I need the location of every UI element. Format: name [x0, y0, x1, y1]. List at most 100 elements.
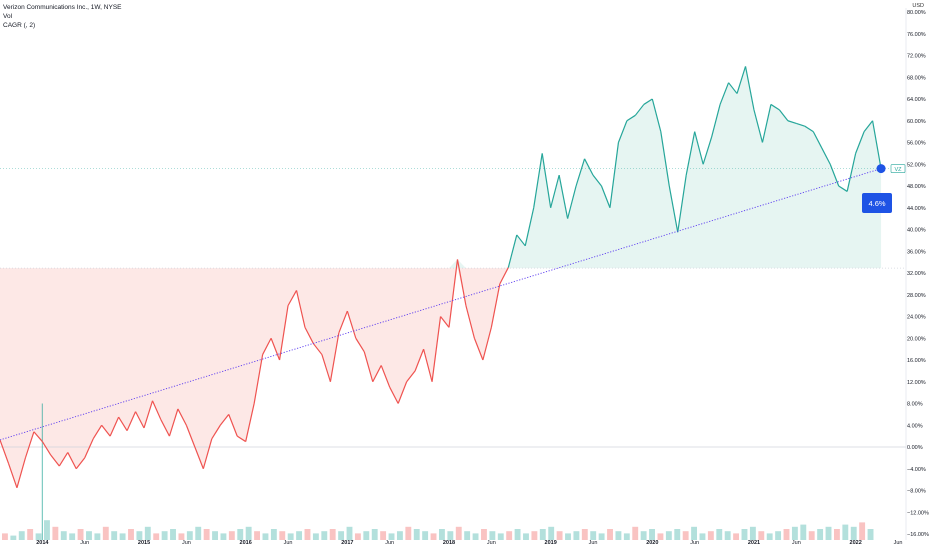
price-line-segment	[84, 438, 94, 459]
price-line-segment	[211, 424, 221, 440]
volume-bar	[111, 531, 118, 540]
volume-bar	[716, 529, 723, 540]
price-line-segment	[168, 408, 179, 437]
volume-bar	[783, 529, 790, 540]
price-line-segment	[719, 82, 730, 105]
price-line-segment	[177, 408, 187, 426]
volume-legend[interactable]: Vol	[3, 13, 13, 20]
price-line-segment	[796, 122, 805, 127]
volume-bar	[472, 533, 479, 540]
price-line-segment	[7, 463, 18, 488]
price-line-segment	[863, 120, 874, 132]
volume-bar	[296, 531, 303, 540]
price-line-segment	[160, 419, 170, 437]
price-line-segment	[677, 175, 687, 233]
volume-bar	[413, 529, 420, 540]
price-line-segment	[16, 457, 26, 488]
price-line-segment	[253, 354, 264, 404]
price-line-segment	[668, 185, 679, 233]
volume-bars	[2, 403, 874, 540]
volume-bar	[422, 531, 429, 540]
price-line-segment	[380, 365, 391, 388]
volume-bar	[430, 533, 437, 540]
price-line-segment	[228, 414, 238, 437]
price-line-segment	[423, 348, 433, 382]
volume-bar	[859, 522, 866, 540]
volume-bar	[674, 529, 681, 540]
volume-bar	[354, 533, 361, 540]
volume-bar	[396, 531, 403, 540]
price-line-segment	[109, 416, 120, 437]
price-line-segment	[787, 120, 797, 125]
positive-area-fill	[0, 66, 882, 269]
price-line-segment	[219, 414, 230, 426]
price-line-segment	[0, 439, 10, 464]
volume-bar	[665, 531, 672, 540]
y-tick-label: −4.00%	[907, 467, 926, 473]
y-tick-label: 48.00%	[907, 184, 926, 190]
cagr-badge[interactable]	[862, 193, 892, 213]
y-tick-label: 20.00%	[907, 336, 926, 342]
volume-bar	[817, 529, 824, 540]
volume-bar	[153, 533, 160, 540]
price-line-segment	[702, 136, 713, 165]
volume-bar	[615, 531, 622, 540]
volume-bar	[455, 526, 462, 540]
price-line-segment	[355, 337, 365, 353]
y-tick-label: 56.00%	[907, 141, 926, 147]
volume-bar	[632, 526, 639, 540]
x-tick-label: 2019	[545, 540, 557, 546]
price-line-segment	[372, 365, 382, 383]
volume-bar	[825, 526, 832, 540]
cagr-end-marker[interactable]	[876, 164, 886, 174]
volume-bar	[573, 531, 580, 540]
volume-bar	[254, 531, 260, 540]
price-line-segment	[448, 259, 459, 328]
volume-bar	[279, 531, 286, 540]
ticker-badge	[890, 164, 906, 173]
x-tick-label: 2015	[138, 540, 150, 546]
price-line-segment	[329, 332, 340, 382]
volume-bar	[531, 531, 538, 540]
price-line-segment	[694, 131, 704, 165]
volume-bar	[262, 533, 269, 540]
y-tick-label: −16.00%	[907, 532, 929, 538]
y-tick-label: 68.00%	[907, 75, 926, 81]
y-tick-label: −12.00%	[907, 510, 929, 516]
volume-bar	[640, 531, 647, 540]
y-tick-label: 32.00%	[907, 271, 926, 277]
price-line-segment	[431, 316, 442, 382]
volume-bar	[329, 529, 336, 540]
price-line-segment	[346, 310, 357, 339]
price-line-segment	[151, 400, 162, 421]
price-line-segment	[440, 316, 450, 328]
price-line-segment	[465, 305, 475, 339]
volume-bar	[52, 526, 59, 540]
price-line-segment	[126, 411, 137, 431]
volume-bar	[842, 524, 849, 540]
y-tick-label: 76.00%	[907, 32, 926, 38]
price-line-segment	[245, 403, 255, 442]
volume-bar	[94, 533, 101, 540]
volume-bar	[707, 531, 714, 540]
volume-bar	[598, 533, 605, 540]
price-line-segment	[135, 411, 145, 429]
x-tick-label: Jun	[182, 540, 191, 546]
price-line-segment	[626, 114, 636, 122]
price-line-segment	[101, 424, 111, 437]
volume-bar	[867, 529, 874, 540]
price-line-segment	[33, 431, 43, 442]
price-line-segment	[58, 452, 69, 467]
cagr-legend[interactable]: CAGR (, 2)	[3, 22, 36, 29]
volume-bar	[758, 531, 765, 540]
price-line-segment	[846, 153, 857, 192]
volume-bar	[766, 533, 773, 540]
volume-bar	[77, 529, 84, 540]
volume-bar	[850, 526, 857, 540]
x-tick-label: Jun	[690, 540, 699, 546]
volume-bar	[2, 533, 8, 540]
volume-bar	[548, 526, 555, 540]
price-line-segment	[643, 98, 653, 105]
price-line-segment	[829, 164, 840, 187]
